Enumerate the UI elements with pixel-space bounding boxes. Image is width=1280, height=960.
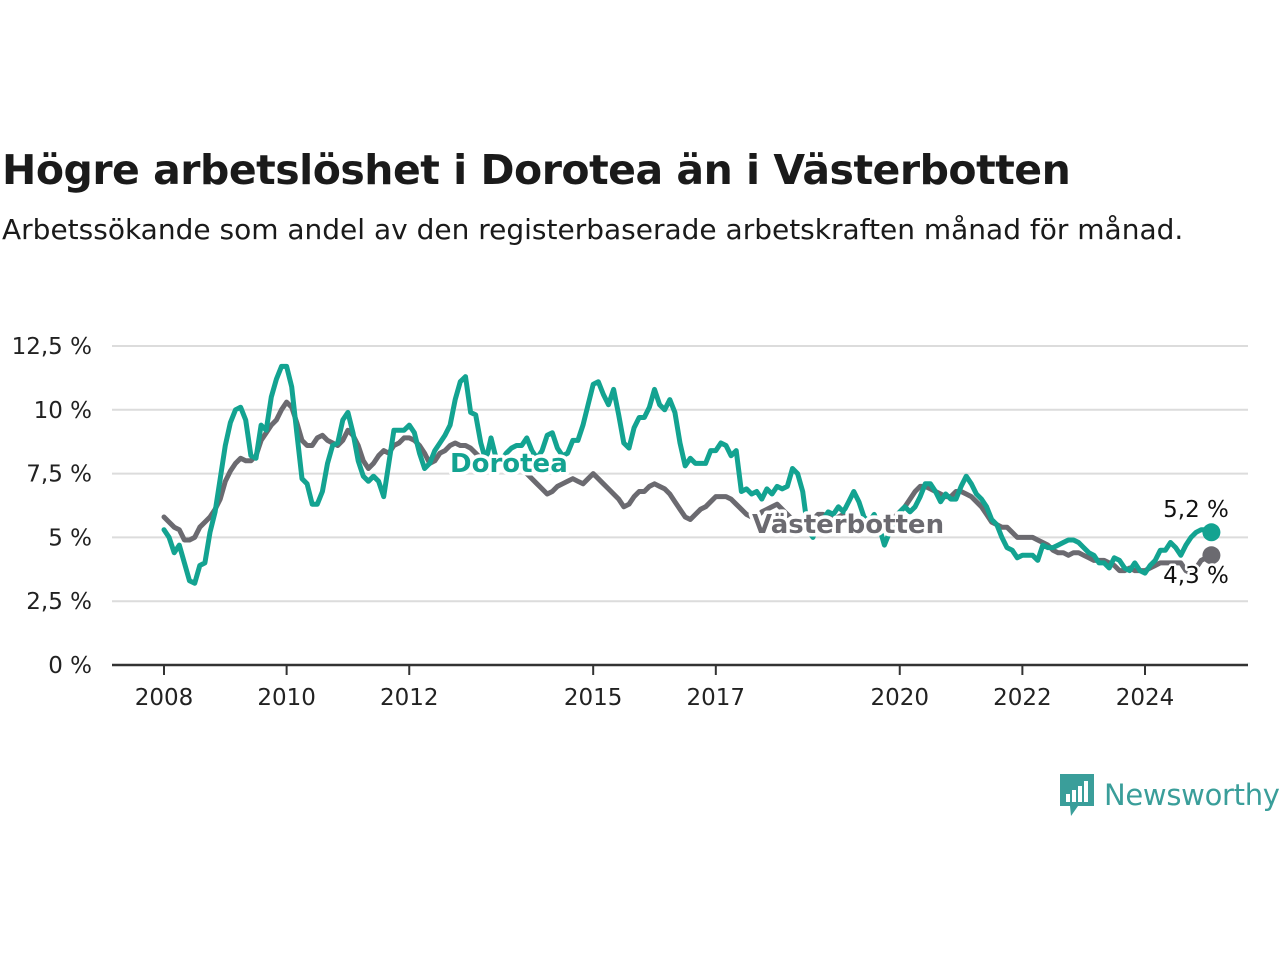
bar-chart-speech-bubble-icon	[1060, 774, 1094, 816]
x-tick-label: 2024	[1116, 685, 1175, 711]
series-labels: Dorotea Västerbotten 5,2 % 4,3 %	[447, 446, 1232, 592]
x-tick-label: 2017	[687, 685, 746, 711]
x-tick-label: 2015	[564, 685, 623, 711]
x-axis-ticks: 2008 2010 2012 2015 2017 2020 2022 2024	[135, 665, 1175, 711]
series-end-point	[1202, 546, 1221, 565]
y-tick-label: 5 %	[48, 525, 92, 551]
series-name-label: Västerbotten	[752, 510, 944, 540]
x-tick-label: 2012	[380, 685, 439, 711]
chart-subtitle: Arbetssökande som andel av den registerb…	[2, 213, 1184, 246]
y-tick-label: 12,5 %	[12, 334, 92, 360]
x-tick-label: 2020	[870, 685, 929, 711]
y-axis-ticks: 0 % 2,5 % 5 % 7,5 % 10 % 12,5 %	[12, 334, 92, 679]
y-tick-label: 7,5 %	[26, 462, 92, 488]
series-end-point	[1202, 523, 1221, 542]
logo-text: Newsworthy	[1104, 778, 1280, 812]
series-line-dorotea	[161, 363, 1214, 586]
series-end-label: 4,3 %	[1163, 563, 1229, 589]
grid-lines	[112, 345, 1248, 667]
y-tick-label: 10 %	[34, 398, 92, 424]
x-tick-label: 2022	[993, 685, 1052, 711]
series-end-label: 5,2 %	[1163, 497, 1229, 523]
y-tick-label: 2,5 %	[26, 589, 92, 615]
series-lines	[161, 363, 1221, 586]
series-name-label: Dorotea	[450, 449, 568, 479]
x-tick-label: 2008	[135, 685, 194, 711]
chart-title: Högre arbetslöshet i Dorotea än i Väster…	[2, 146, 1071, 194]
x-tick-label: 2010	[257, 685, 316, 711]
newsworthy-logo: Newsworthy	[1058, 772, 1280, 818]
y-tick-label: 0 %	[48, 653, 92, 679]
